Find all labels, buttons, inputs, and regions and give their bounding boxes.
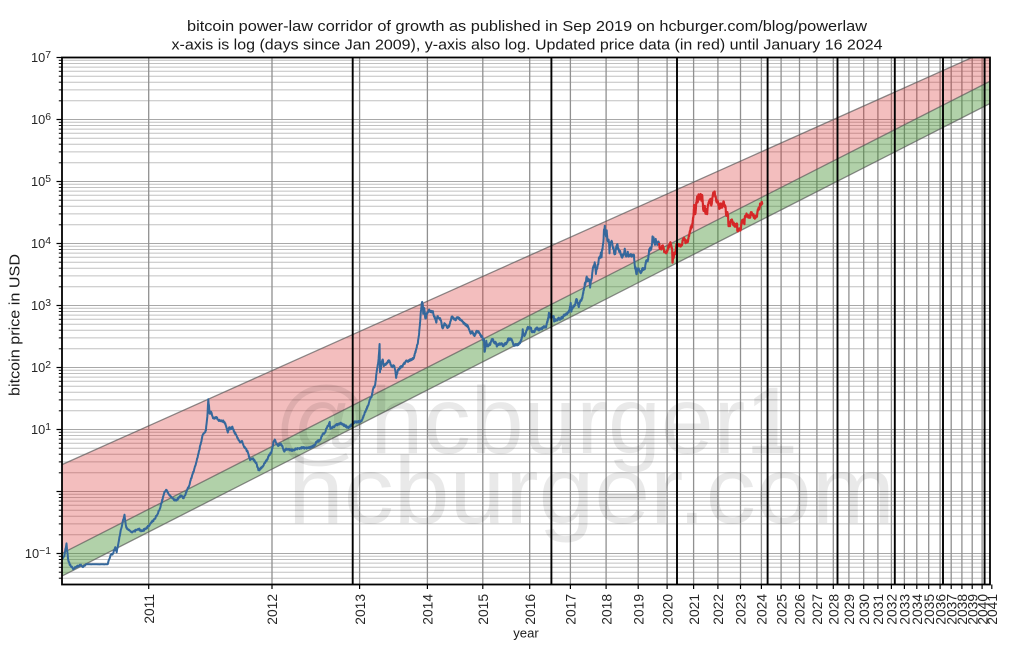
- svg-text:2020: 2020: [660, 594, 675, 625]
- svg-text:2031: 2031: [871, 594, 886, 625]
- svg-text:2013: 2013: [353, 594, 368, 625]
- svg-text:2023: 2023: [734, 594, 749, 625]
- svg-text:2028: 2028: [827, 594, 842, 625]
- svg-text:2038: 2038: [955, 594, 970, 625]
- svg-text:2032: 2032: [885, 594, 900, 625]
- svg-text:2019: 2019: [631, 594, 646, 625]
- svg-text:2035: 2035: [922, 594, 937, 625]
- svg-text:2011: 2011: [142, 594, 157, 624]
- svg-text:bitcoin price in USD: bitcoin price in USD: [8, 254, 24, 396]
- svg-text:2027: 2027: [810, 594, 825, 625]
- svg-text:2018: 2018: [599, 594, 614, 625]
- svg-text:2021: 2021: [687, 594, 702, 625]
- svg-text:2040: 2040: [975, 594, 990, 625]
- svg-text:year: year: [513, 626, 539, 641]
- svg-text:2025: 2025: [774, 594, 789, 625]
- svg-text:2037: 2037: [944, 594, 959, 625]
- svg-text:2039: 2039: [965, 594, 980, 625]
- svg-text:2015: 2015: [476, 594, 491, 625]
- svg-text:2033: 2033: [898, 594, 913, 625]
- svg-text:2012: 2012: [265, 594, 280, 625]
- svg-text:2017: 2017: [564, 594, 579, 625]
- svg-text:2029: 2029: [842, 594, 857, 625]
- svg-text:2022: 2022: [711, 594, 726, 625]
- svg-text:x-axis is log (days since Jan: x-axis is log (days since Jan 2009), y-a…: [172, 37, 883, 54]
- svg-text:2024: 2024: [755, 594, 770, 625]
- svg-text:2014: 2014: [421, 594, 436, 625]
- svg-text:2016: 2016: [523, 594, 538, 625]
- svg-text:2030: 2030: [857, 594, 872, 625]
- svg-text:hcburger.com: hcburger.com: [288, 438, 895, 544]
- svg-text:bitcoin power-law corridor of: bitcoin power-law corridor of growth as …: [187, 18, 867, 35]
- svg-text:2034: 2034: [910, 594, 925, 625]
- svg-text:2036: 2036: [933, 594, 948, 625]
- svg-text:2026: 2026: [793, 594, 808, 625]
- svg-text:2041: 2041: [985, 594, 1000, 625]
